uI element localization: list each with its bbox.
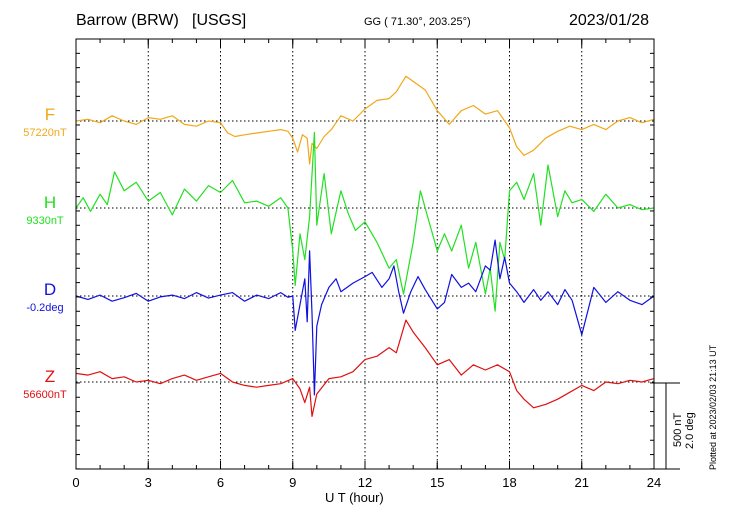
tick-layer: 0 3 6 9 12 15 18 21 24 [72,38,661,490]
series-layer [75,75,655,417]
baseline-layer [76,120,654,383]
source-label: [USGS] [192,12,247,29]
x-tick-label: 12 [358,475,372,490]
x-axis-label: U T (hour) [325,490,384,505]
series-z-line [75,319,655,417]
scale-bar [654,382,680,470]
channel-h-label: H [43,193,57,212]
x-tick-label: 18 [502,475,516,490]
series-d-line [75,239,655,396]
channel-h-baseline: 9330nT [26,215,64,227]
x-tick-label: 6 [217,475,224,490]
date-label: 2023/01/28 [569,12,650,29]
channel-z-baseline: 56600nT [23,389,67,401]
channel-d-label: D [43,280,57,299]
channel-d-baseline: -0.2deg [26,302,64,314]
series-h-line [75,131,655,312]
series-f-line [75,75,655,165]
coords-label: GG ( 71.30°, 203.25°) [364,16,471,28]
plotted-timestamp: Plotted at 2023/02/03 21:13 UT [708,344,718,470]
station-title: Barrow (BRW) [76,12,179,29]
channel-f-baseline: 57220nT [23,127,67,139]
x-tick-label: 3 [145,475,152,490]
x-tick-label: 0 [72,475,79,490]
scale-deg-label: 2.0 deg [684,412,696,449]
x-tick-label: 24 [647,475,661,490]
channel-f-label: F [44,105,56,124]
channel-z-label: Z [44,367,56,386]
x-tick-label: 21 [575,475,589,490]
x-tick-label: 9 [289,475,296,490]
x-tick-label: 15 [430,475,444,490]
scale-nt-label: 500 nT [672,412,684,447]
grid-layer [147,39,583,469]
